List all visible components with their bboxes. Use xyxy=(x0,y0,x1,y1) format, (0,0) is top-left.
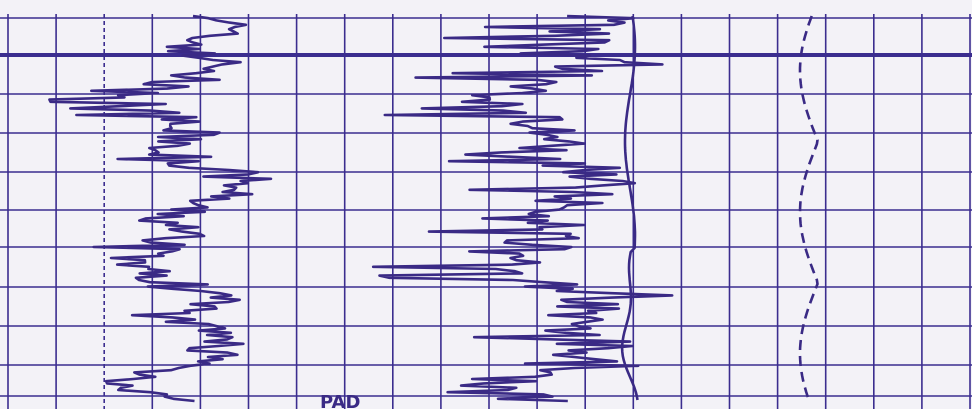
traces xyxy=(48,14,819,403)
pad-label: PAD xyxy=(320,392,360,409)
trace-right xyxy=(371,14,674,403)
smooth-curve xyxy=(620,15,639,401)
trace-left xyxy=(48,14,273,403)
dashed-curve xyxy=(798,15,819,401)
grid xyxy=(0,14,972,409)
